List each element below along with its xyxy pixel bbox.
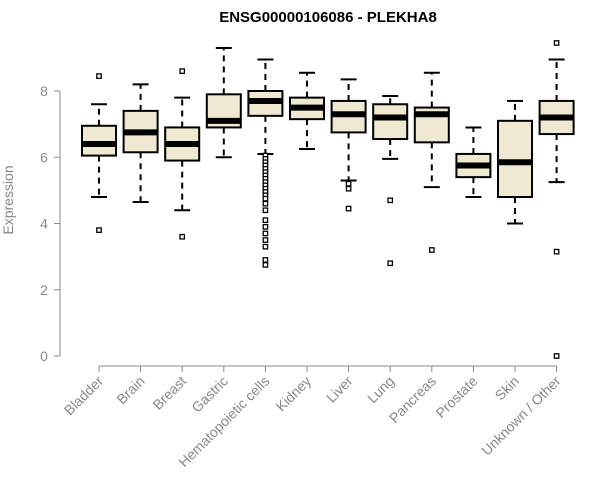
category-label: Lung xyxy=(364,373,397,406)
outlier-point xyxy=(262,217,269,224)
x-axis xyxy=(98,365,558,372)
outlier-point xyxy=(345,185,352,192)
category-label: Prostate xyxy=(432,373,480,421)
outlier-point xyxy=(262,200,269,207)
outlier-point xyxy=(387,260,394,267)
box-kidney xyxy=(289,71,325,150)
y-axis-label: Expression xyxy=(0,165,16,234)
outlier-point xyxy=(179,233,186,240)
outlier-point xyxy=(262,223,269,230)
outlier-point xyxy=(262,230,269,237)
box-lung xyxy=(372,94,409,267)
outlier-point xyxy=(262,262,269,268)
outlier-point xyxy=(428,247,435,253)
iqr-box xyxy=(81,124,117,157)
category-label: Unknown / Other xyxy=(478,373,564,459)
y-axis: 0 2 4 6 8 xyxy=(40,83,61,364)
outlier-point xyxy=(553,40,560,46)
outlier-point xyxy=(262,207,269,214)
category-label: Kidney xyxy=(273,373,315,415)
box-liver xyxy=(330,78,367,212)
y-tick-label: 0 xyxy=(40,348,48,364)
outlier-point xyxy=(553,248,560,255)
box-prostate xyxy=(455,126,492,198)
outlier-point xyxy=(262,257,269,263)
outlier-point xyxy=(345,180,352,187)
outlier-point xyxy=(179,68,186,74)
outlier-point xyxy=(96,73,102,79)
box-bladder xyxy=(81,73,117,233)
category-label: Liver xyxy=(323,373,356,406)
iqr-box xyxy=(497,119,533,198)
box-unknown-other xyxy=(538,40,575,359)
outlier-point xyxy=(387,197,394,204)
outlier-point xyxy=(345,205,352,212)
y-tick-label: 2 xyxy=(40,282,48,298)
box-brain xyxy=(122,83,159,203)
box-hematopoietic-cells xyxy=(247,58,284,268)
outlier-point xyxy=(262,195,269,202)
box-skin xyxy=(497,99,533,225)
category-label: Brain xyxy=(113,373,147,407)
outlier-point xyxy=(553,353,560,359)
box-gastric xyxy=(205,46,242,159)
outlier-point xyxy=(96,227,102,233)
y-tick-label: 4 xyxy=(40,216,48,232)
iqr-box xyxy=(372,103,409,141)
y-tick-label: 8 xyxy=(40,83,48,99)
category-label: Breast xyxy=(149,373,189,413)
chart-title: ENSG00000106086 - PLEKHA8 xyxy=(219,9,437,26)
box-breast xyxy=(164,68,201,240)
box-pancreas xyxy=(413,71,450,253)
category-label: Skin xyxy=(492,373,523,404)
y-tick-label: 6 xyxy=(40,149,48,165)
outlier-point xyxy=(262,243,269,250)
category-label: Bladder xyxy=(61,373,107,419)
outlier-point xyxy=(262,237,269,243)
boxes-layer xyxy=(81,40,575,359)
